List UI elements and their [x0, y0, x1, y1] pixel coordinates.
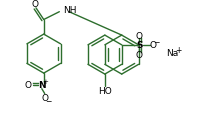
- Text: O: O: [136, 31, 143, 40]
- Text: O: O: [25, 81, 32, 89]
- Text: −: −: [154, 38, 160, 47]
- Text: NH: NH: [63, 6, 77, 15]
- Text: −: −: [46, 96, 52, 105]
- Text: O: O: [41, 93, 48, 102]
- Text: Na: Na: [167, 49, 179, 58]
- Text: +: +: [43, 78, 49, 84]
- Text: S: S: [136, 41, 143, 50]
- Text: N: N: [38, 81, 46, 89]
- Text: HO: HO: [98, 86, 112, 95]
- Text: O: O: [31, 0, 38, 9]
- Text: O: O: [136, 51, 143, 60]
- Text: O: O: [149, 41, 156, 50]
- Text: +: +: [175, 46, 181, 55]
